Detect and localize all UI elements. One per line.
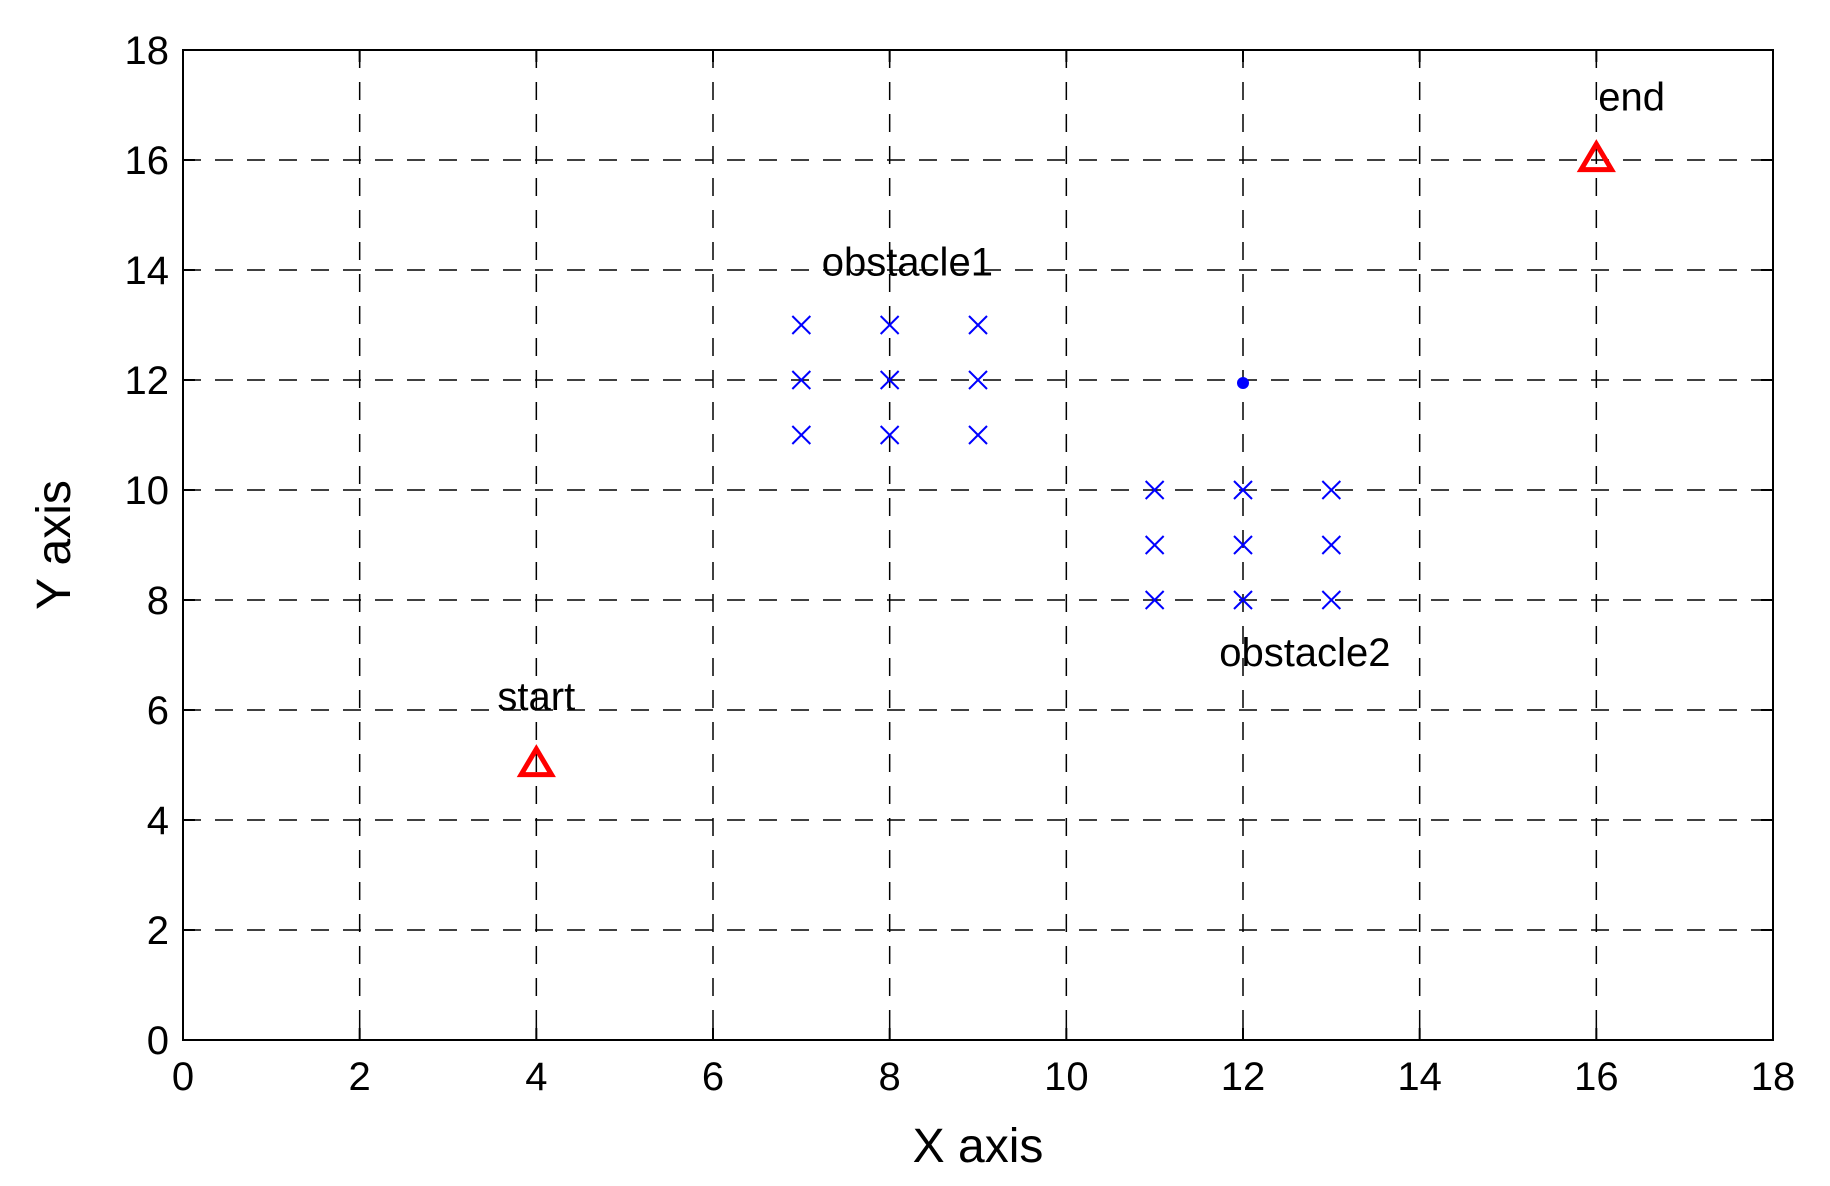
x-marker [1144, 535, 1165, 555]
y-tick-label: 6 [147, 689, 169, 733]
x-marker [968, 370, 988, 390]
grid [183, 50, 1773, 1040]
axis-labels: X axis Y axis [28, 480, 1043, 1173]
plot-frame [182, 49, 1774, 1041]
axis-ticks: 0 2 4 6 8 10 12 14 16 18 0 2 4 6 8 10 12 14 16 18 [125, 29, 1796, 1099]
x-tick-label: 6 [702, 1055, 724, 1099]
x-marker [1321, 590, 1342, 610]
x-marker [879, 315, 900, 335]
x-tick-label: 12 [1221, 1055, 1266, 1099]
x-marker [968, 315, 988, 335]
annotation-label: obstacle2 [1219, 631, 1390, 675]
x-marker [968, 425, 988, 445]
x-tick-label: 2 [349, 1055, 371, 1099]
x-marker [1144, 590, 1165, 610]
x-tick-label: 4 [525, 1055, 547, 1099]
x-marker [1144, 480, 1165, 500]
x-marker [791, 425, 812, 445]
x-tick-label: 14 [1397, 1055, 1442, 1099]
x-marker [791, 315, 812, 335]
y-axis-label: Y axis [28, 480, 81, 610]
annotation-label: obstacle1 [822, 241, 993, 285]
x-tick-label: 10 [1044, 1055, 1089, 1099]
x-tick-label: 8 [879, 1055, 901, 1099]
triangle-marker [516, 744, 556, 778]
y-tick-label: 18 [125, 29, 170, 73]
y-tick-label: 4 [147, 799, 169, 843]
x-marker [879, 370, 900, 390]
x-tick-label: 0 [172, 1055, 194, 1099]
annotations: start end obstacle1 obstacle2 [497, 76, 1665, 720]
x-marker [1233, 535, 1253, 555]
y-tick-label: 8 [147, 579, 169, 623]
plot-area [183, 50, 1773, 1040]
y-tick-label: 10 [125, 469, 170, 513]
triangle-marker [1576, 139, 1616, 173]
y-tick-label: 16 [125, 139, 170, 183]
dot-marker [1237, 377, 1249, 389]
x-marker [1233, 590, 1253, 610]
x-marker [1321, 480, 1342, 500]
y-tick-label: 12 [125, 359, 170, 403]
y-tick-label: 14 [125, 249, 170, 293]
data-markers [516, 139, 1616, 778]
annotation-label: end [1598, 76, 1665, 120]
y-tick-label: 0 [147, 1019, 169, 1063]
x-axis-label: X axis [913, 1120, 1044, 1173]
x-marker [1321, 535, 1342, 555]
x-marker [879, 425, 900, 445]
x-tick-label: 18 [1751, 1055, 1796, 1099]
annotation-label: start [497, 675, 575, 719]
y-tick-label: 2 [147, 909, 169, 953]
x-marker [791, 370, 812, 390]
x-tick-label: 16 [1574, 1055, 1619, 1099]
x-marker [1233, 480, 1253, 500]
